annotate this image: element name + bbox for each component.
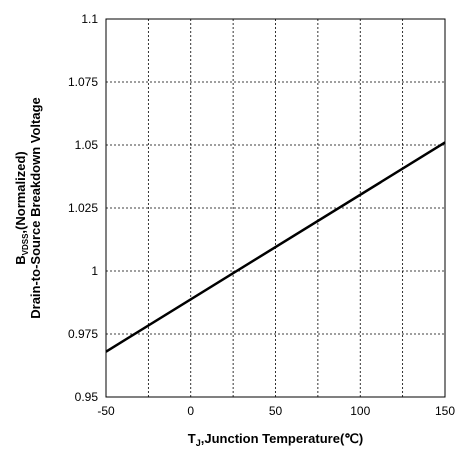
y-axis-title-line2: Drain-to-Source Breakdown Voltage — [28, 97, 43, 319]
x-tick-label: 0 — [187, 404, 194, 418]
y-tick-label: 1.075 — [68, 75, 98, 89]
x-title-sub: J — [196, 438, 201, 448]
y-tick-label: 1.025 — [68, 201, 98, 215]
y-tick-label: 0.975 — [68, 327, 98, 341]
plot-area-frame — [105, 18, 446, 398]
x-axis-title: TJ,Junction Temperature(℃) — [188, 431, 363, 448]
y-axis-title: BVDSS,(Normalized) Drain-to-Source Break… — [13, 97, 43, 319]
y-tick-label: 1 — [91, 264, 98, 278]
y-title-base: B — [13, 255, 28, 264]
x-tick-labels: -50 0 50 100 150 — [97, 404, 455, 418]
y-tick-labels: 0.95 0.975 1 1.025 1.05 1.075 1.1 — [68, 12, 98, 404]
x-title-rest: ,Junction Temperature(℃) — [201, 431, 363, 446]
y-title-sub: VDSS — [21, 233, 30, 255]
y-tick-label: 1.05 — [75, 138, 99, 152]
x-title-base: T — [188, 431, 196, 446]
grid-lines — [106, 19, 445, 397]
series-line — [105, 141, 446, 353]
x-tick-label: 150 — [435, 404, 455, 418]
x-tick-label: 50 — [269, 404, 283, 418]
y-tick-label: 0.95 — [75, 390, 99, 404]
y-title-rest: ,(Normalized) — [13, 151, 28, 233]
y-axis-title-line1: BVDSS,(Normalized) — [13, 151, 30, 265]
y-tick-label: 1.1 — [81, 12, 98, 26]
x-tick-label: 100 — [350, 404, 370, 418]
x-tick-label: -50 — [97, 404, 115, 418]
